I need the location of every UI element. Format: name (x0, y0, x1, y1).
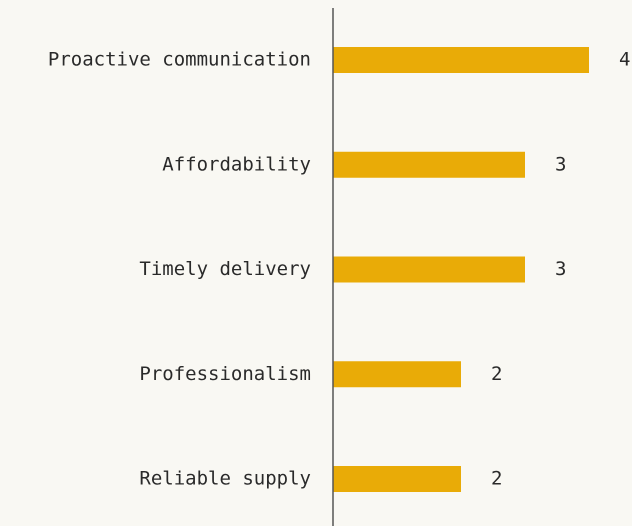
category-label: Professionalism (139, 363, 311, 385)
bar (333, 256, 525, 283)
value-label: 3 (555, 153, 566, 175)
category-label: Reliable supply (139, 468, 311, 490)
value-label: 2 (491, 363, 502, 385)
value-label: 2 (491, 468, 502, 490)
bar (333, 151, 525, 178)
bar (333, 47, 589, 73)
value-label: 3 (555, 258, 566, 280)
category-label: Affordability (162, 153, 311, 175)
value-label: 4 (619, 49, 630, 71)
bar (333, 361, 461, 388)
category-label: Timely delivery (139, 258, 311, 280)
bar (333, 466, 461, 492)
category-label: Proactive communication (48, 49, 311, 71)
